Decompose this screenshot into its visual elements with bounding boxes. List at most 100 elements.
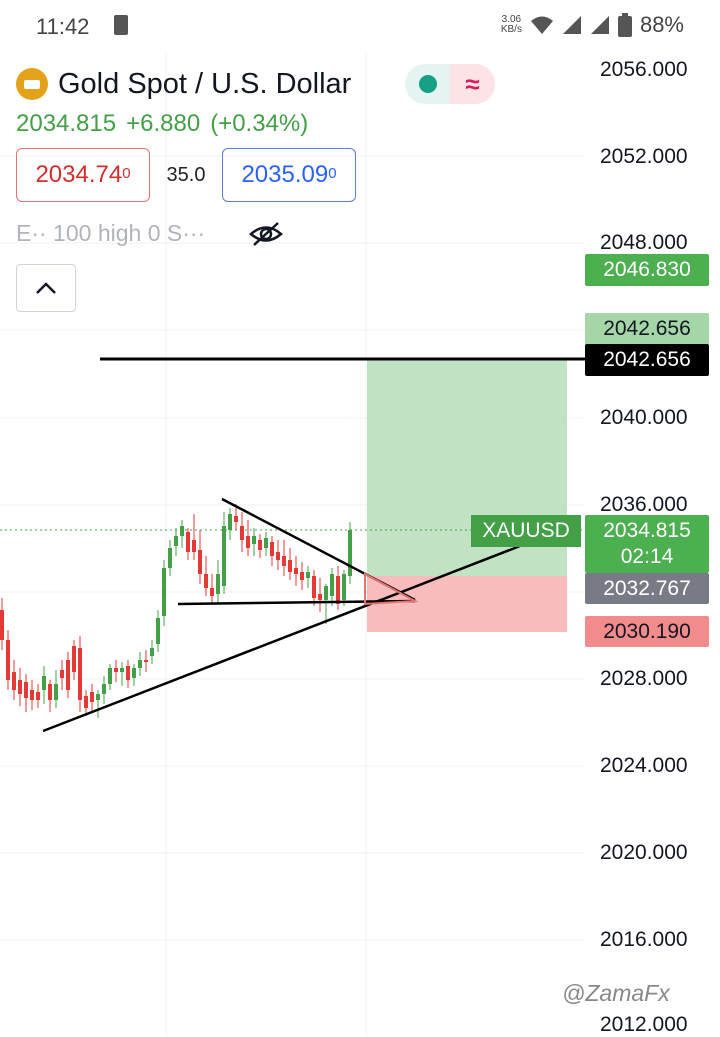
axis-label: 2040.000: [600, 406, 688, 429]
candlesticks[interactable]: [0, 504, 352, 718]
candle-body: [108, 668, 112, 684]
axis-label: 2048.000: [600, 231, 688, 254]
market-status-pill[interactable]: ≈: [405, 64, 495, 104]
candle-body: [342, 574, 346, 600]
bid-price: 2034.74: [35, 161, 123, 188]
current-price-value: 2034.815: [603, 519, 691, 542]
status-time: 11:42: [36, 14, 90, 39]
collapse-legend-button[interactable]: [16, 264, 76, 312]
candle-body: [174, 536, 178, 546]
wave-icon: ≈: [450, 64, 495, 104]
target-tag-light[interactable]: 2042.656: [585, 313, 709, 345]
battery-percent: 88%: [639, 12, 684, 37]
status-bar: 11:42 3.06 KB/s 88%: [0, 0, 720, 52]
candle-body: [258, 540, 262, 550]
axis-label: 2056.000: [600, 58, 688, 81]
candle-body: [336, 576, 340, 604]
candle-body: [60, 670, 64, 678]
candle-body: [90, 692, 94, 702]
candle-body: [234, 516, 238, 522]
candle-body: [282, 556, 286, 566]
symbol-title[interactable]: Gold Spot / U.S. Dollar: [58, 67, 352, 100]
ascending-trend-line[interactable]: [42, 544, 521, 733]
price-row: 2034.815 +6.880 (+0.34%): [16, 110, 576, 138]
candle-body: [294, 568, 298, 574]
candle-body: [84, 696, 88, 708]
candle-body: [312, 576, 316, 598]
last-price: 2034.815: [16, 110, 117, 137]
ask-price: 2035.09: [241, 161, 329, 188]
candle-body: [24, 682, 28, 698]
candle-body: [168, 548, 172, 568]
symbol-tag: XAUUSD: [471, 515, 581, 547]
spread-value: 35.0: [166, 163, 206, 186]
chevron-up-icon: [36, 282, 56, 294]
candle-body: [48, 684, 52, 700]
axis-label: 2024.000: [600, 754, 688, 777]
candle-body: [264, 538, 268, 548]
axis-label: 2020.000: [600, 841, 688, 864]
price-change-pct: (+0.34%): [210, 110, 309, 137]
candle-body: [114, 668, 118, 672]
candle-body: [162, 568, 166, 616]
gold-logo-icon: [16, 68, 48, 100]
candle-body: [288, 560, 292, 572]
candle-body: [216, 574, 220, 594]
quote-row: 2034.74 0 35.0 2035.09 0: [16, 148, 356, 202]
stop-loss-tag[interactable]: 2030.190: [585, 616, 709, 647]
axis-label: 2028.000: [600, 667, 688, 690]
candle-body: [102, 684, 106, 694]
candle-body: [240, 526, 244, 540]
battery-icon: [617, 13, 632, 37]
market-open-dot-icon: [405, 64, 450, 104]
current-price-tag[interactable]: 2034.815 02:14: [585, 515, 709, 573]
candle-body: [42, 676, 46, 690]
candle-countdown: 02:14: [620, 545, 674, 568]
sell-button[interactable]: 2034.74 0: [16, 148, 150, 202]
candle-body: [318, 594, 322, 600]
eye-hidden-icon[interactable]: [249, 221, 284, 247]
candle-body: [186, 532, 190, 552]
candle-body: [246, 536, 250, 548]
candle-body: [96, 694, 100, 700]
entry-price-tag[interactable]: 2032.767: [585, 573, 709, 604]
candle-body: [72, 646, 76, 672]
triangle-marker[interactable]: [364, 572, 419, 606]
candle-body: [78, 648, 82, 700]
candle-body: [30, 690, 34, 700]
candle-body: [156, 618, 160, 644]
indicator-legend[interactable]: E·· 100 high 0 S···: [16, 220, 284, 247]
indicator-text: E·· 100 high 0 S···: [16, 220, 206, 246]
network-speed: 3.06 KB/s: [500, 14, 522, 35]
candle-body: [210, 588, 214, 596]
watermark: @ZamaFx: [562, 980, 670, 1006]
candle-body: [144, 660, 148, 662]
candle-body: [204, 574, 208, 588]
axis-label: 2036.000: [600, 493, 688, 516]
loss-zone[interactable]: [367, 576, 567, 632]
candle-body: [54, 684, 58, 700]
signal-icon-2: [590, 16, 609, 34]
candle-body: [120, 668, 124, 672]
candle-body: [18, 680, 22, 694]
take-profit-tag[interactable]: 2046.830: [585, 254, 709, 286]
candle-body: [300, 572, 304, 580]
candle-body: [276, 552, 280, 560]
axis-label: 2012.000: [600, 1013, 688, 1036]
buy-button[interactable]: 2035.09 0: [222, 148, 356, 202]
candle-body: [228, 514, 232, 530]
ask-price-sup: 0: [328, 164, 337, 182]
candle-body: [132, 668, 136, 678]
target-tag-black[interactable]: 2042.656: [585, 344, 709, 376]
candle-body: [348, 530, 352, 576]
wifi-icon: [530, 16, 553, 34]
candle-body: [198, 550, 202, 574]
symbol-header: Gold Spot / U.S. Dollar ≈ 2034.815 +6.88…: [16, 64, 576, 246]
candle-body: [0, 610, 4, 640]
candle-body: [270, 542, 274, 556]
candle-body: [222, 526, 226, 586]
price-change: +6.880: [126, 110, 201, 137]
candle-body: [306, 572, 310, 578]
candle-body: [36, 692, 40, 700]
bid-price-sup: 0: [122, 164, 131, 182]
